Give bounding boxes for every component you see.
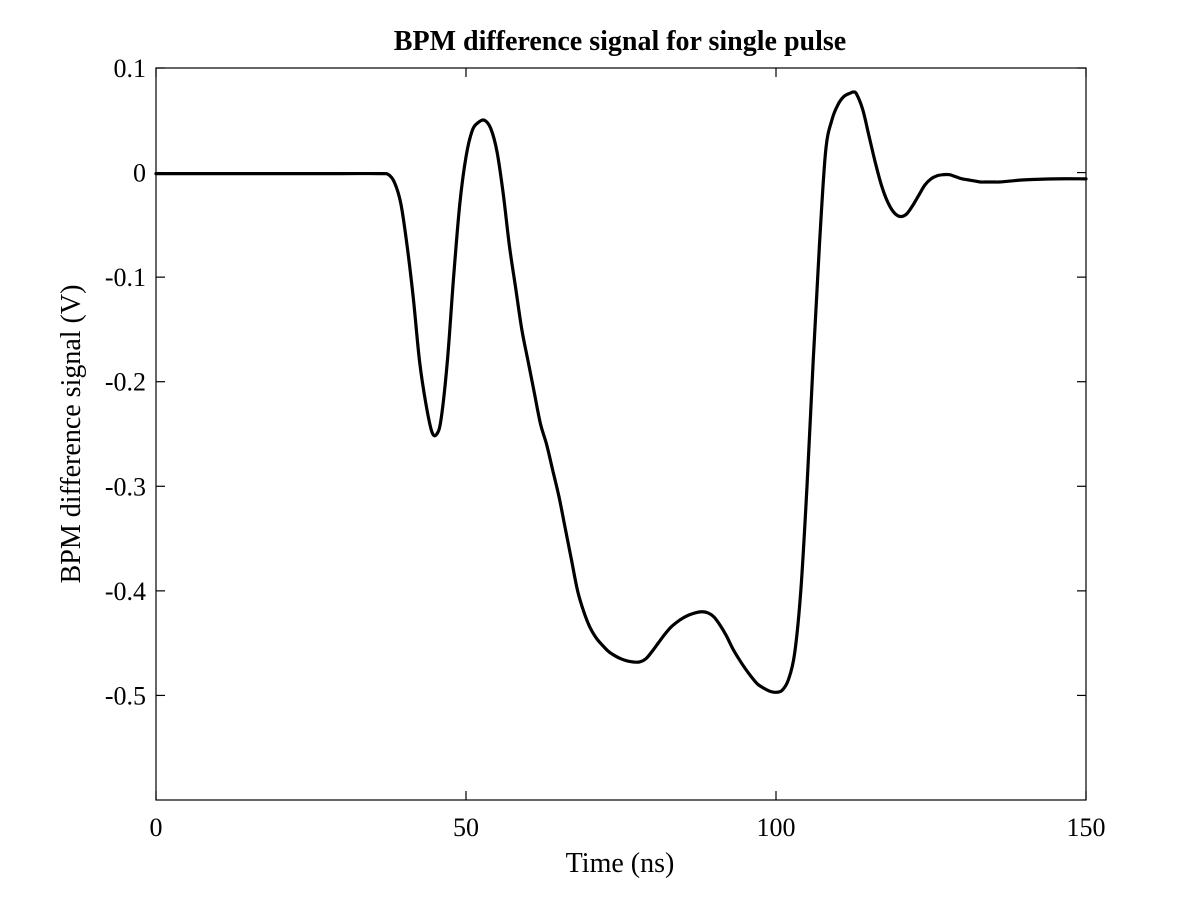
plot-area xyxy=(155,67,1087,801)
x-axis-label: Time (ns) xyxy=(566,848,675,879)
y-tick-label: -0.1 xyxy=(105,263,146,292)
x-tick-label: 100 xyxy=(757,813,796,842)
y-tick-label: -0.2 xyxy=(105,368,146,397)
x-tick-label: 150 xyxy=(1067,813,1106,842)
x-axis-tick-labels: 0 50 100 150 xyxy=(150,813,1106,842)
chart-title: BPM difference signal for single pulse xyxy=(394,26,846,57)
y-tick-label: -0.3 xyxy=(105,472,146,501)
y-tick-label: 0 xyxy=(133,159,146,188)
x-tick-label: 50 xyxy=(453,813,479,842)
y-tick-label: -0.4 xyxy=(105,577,146,606)
y-axis-tick-labels: 0.1 0 -0.1 -0.2 -0.3 -0.4 -0.5 xyxy=(105,54,146,710)
y-tick-label: 0.1 xyxy=(114,54,147,83)
x-tick-label: 0 xyxy=(150,813,163,842)
y-axis-label: BPM difference signal (V) xyxy=(56,285,87,584)
signal-line xyxy=(154,90,1088,694)
y-tick-label: -0.5 xyxy=(105,681,146,710)
